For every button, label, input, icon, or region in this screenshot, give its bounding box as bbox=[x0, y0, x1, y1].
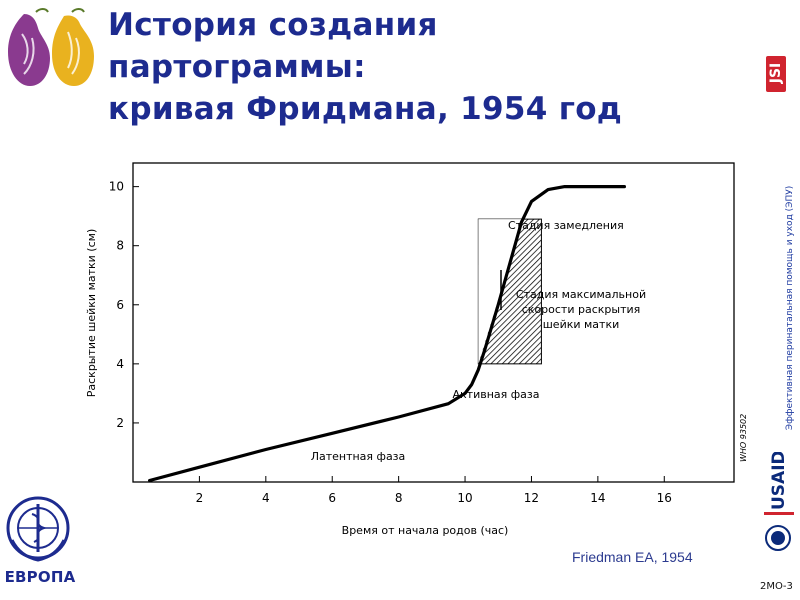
title-line-3: кривая Фридмана, 1954 год bbox=[108, 91, 623, 127]
x-axis: 2 4 6 8 10 12 14 16 bbox=[196, 476, 672, 505]
annotation-deceleration: Стадия замедления bbox=[508, 219, 624, 232]
x-tick-label: 2 bbox=[196, 491, 204, 505]
annotation-max-slope-1: Стадия максимальной bbox=[516, 288, 646, 301]
y-tick-label: 2 bbox=[116, 416, 124, 430]
y-tick-label: 6 bbox=[116, 298, 124, 312]
slide-title: История создания партограммы: кривая Фри… bbox=[108, 4, 622, 130]
y-tick-label: 10 bbox=[109, 180, 124, 194]
annotation-max-slope-3: шейки матки bbox=[543, 318, 620, 331]
usaid-logo: USAID bbox=[764, 452, 794, 551]
annotation-latent-phase: Латентная фаза bbox=[311, 450, 406, 463]
hatch-mask bbox=[478, 219, 524, 364]
who-region-label: ЕВРОПА bbox=[4, 568, 76, 586]
annotation-max-slope-2: скорости раскрытия bbox=[522, 303, 641, 316]
title-line-2: партограммы: bbox=[108, 49, 366, 85]
x-tick-label: 14 bbox=[590, 491, 605, 505]
plot-frame bbox=[132, 162, 735, 483]
jsi-logo: JSI bbox=[766, 56, 786, 92]
x-tick-label: 12 bbox=[524, 491, 539, 505]
x-tick-label: 6 bbox=[328, 491, 336, 505]
x-tick-label: 16 bbox=[657, 491, 672, 505]
dilation-curve-line bbox=[148, 185, 626, 483]
who-emblem-icon bbox=[6, 496, 70, 562]
x-tick-label: 10 bbox=[457, 491, 472, 505]
title-line-1: История создания bbox=[108, 7, 438, 43]
annotation-active-phase: Активная фаза bbox=[453, 388, 540, 401]
y-tick-label: 4 bbox=[116, 357, 124, 371]
x-tick-label: 8 bbox=[395, 491, 403, 505]
y-tick-label: 8 bbox=[116, 239, 124, 253]
x-axis-label: Время от начала родов (час) bbox=[342, 524, 509, 537]
x-tick-label: 4 bbox=[262, 491, 270, 505]
figure-code-label: WHO 93502 bbox=[739, 414, 748, 462]
slide-code: 2МО-3 bbox=[760, 581, 793, 592]
usaid-logo-text: USAID bbox=[769, 452, 789, 510]
pear-logo-icon bbox=[8, 8, 94, 86]
y-axis-label: Раскрытие шейки матки (см) bbox=[85, 229, 98, 398]
y-axis: 2 4 6 8 10 bbox=[109, 180, 139, 430]
citation: Friedman EA, 1954 bbox=[572, 549, 693, 565]
